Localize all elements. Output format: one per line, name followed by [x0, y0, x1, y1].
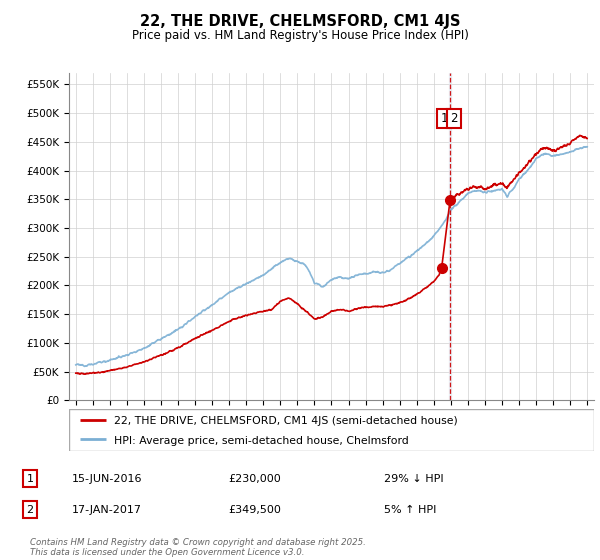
FancyBboxPatch shape: [69, 409, 594, 451]
Text: 15-JUN-2016: 15-JUN-2016: [72, 474, 143, 484]
Text: Contains HM Land Registry data © Crown copyright and database right 2025.
This d: Contains HM Land Registry data © Crown c…: [30, 538, 366, 557]
Text: 17-JAN-2017: 17-JAN-2017: [72, 505, 142, 515]
Text: Price paid vs. HM Land Registry's House Price Index (HPI): Price paid vs. HM Land Registry's House …: [131, 29, 469, 42]
Text: £349,500: £349,500: [228, 505, 281, 515]
Text: HPI: Average price, semi-detached house, Chelmsford: HPI: Average price, semi-detached house,…: [113, 436, 409, 446]
Text: 2: 2: [450, 112, 458, 125]
Text: 1: 1: [440, 112, 448, 125]
Text: £230,000: £230,000: [228, 474, 281, 484]
Text: 22, THE DRIVE, CHELMSFORD, CM1 4JS: 22, THE DRIVE, CHELMSFORD, CM1 4JS: [140, 14, 460, 29]
Text: 29% ↓ HPI: 29% ↓ HPI: [384, 474, 443, 484]
Text: 1: 1: [26, 474, 34, 484]
Text: 22, THE DRIVE, CHELMSFORD, CM1 4JS (semi-detached house): 22, THE DRIVE, CHELMSFORD, CM1 4JS (semi…: [113, 417, 457, 426]
Text: 5% ↑ HPI: 5% ↑ HPI: [384, 505, 436, 515]
Bar: [449, 73, 451, 400]
Text: 2: 2: [26, 505, 34, 515]
